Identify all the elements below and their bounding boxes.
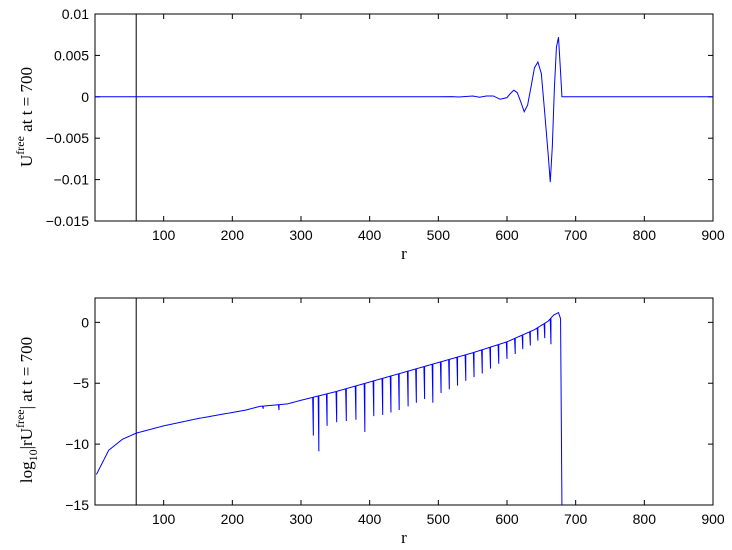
top-x-tick-label: 200 <box>221 227 245 243</box>
top-y-tick-label: 0.005 <box>54 47 89 63</box>
bottom-ylabel-sub: 10 <box>26 449 40 461</box>
top-ylabel-base: U <box>17 155 36 167</box>
top-y-tick-label: −0.005 <box>46 130 89 146</box>
top-x-tick-label: 300 <box>289 227 313 243</box>
bottom-x-tick-label: 200 <box>221 511 245 527</box>
bottom-y-axis-label: log10|rUfree| at t = 700 <box>13 337 40 483</box>
bottom-y-tick-label: −10 <box>65 436 89 452</box>
bottom-series-line <box>95 311 563 506</box>
top-x-tick-label: 900 <box>701 227 725 243</box>
top-x-tick-label: 500 <box>427 227 451 243</box>
bottom-y-tick-label: 0 <box>81 314 89 330</box>
bottom-x-tick-label: 300 <box>289 511 313 527</box>
top-plot-frame <box>94 13 714 222</box>
bottom-x-tick-label: 700 <box>564 511 588 527</box>
top-x-tick-label: 600 <box>495 227 519 243</box>
top-ylabel-rest: at t = 700 <box>17 67 36 136</box>
bottom-ylabel-pre: log <box>17 461 36 483</box>
bottom-plot-frame <box>94 297 714 506</box>
bottom-x-tick-label: 900 <box>701 511 725 527</box>
top-y-axis-label: Ufree at t = 700 <box>13 67 36 167</box>
top-y-tick-label: −0.015 <box>46 213 89 229</box>
bottom-x-axis-label: r <box>401 528 407 547</box>
top-subplot: −0.015 −0.01 −0.005 0 0.005 0.01 100 200 300 400… <box>13 6 725 263</box>
bottom-y-ticks: −15 −10 −5 0 <box>65 314 713 513</box>
bottom-x-tick-label: 500 <box>427 511 451 527</box>
bottom-ylabel-rest: | at t = 700 <box>17 337 36 409</box>
top-x-axis-label: r <box>401 244 407 263</box>
bottom-x-tick-label: 600 <box>495 511 519 527</box>
bottom-ylabel-sup: free <box>13 409 27 428</box>
bottom-y-tick-label: −15 <box>65 497 89 513</box>
top-y-tick-label: 0 <box>81 89 89 105</box>
bottom-y-tick-label: −5 <box>73 375 89 391</box>
top-x-tick-label: 100 <box>152 227 176 243</box>
top-series-line <box>95 37 713 183</box>
top-y-tick-label: 0.01 <box>62 6 89 22</box>
top-x-tick-label: 700 <box>564 227 588 243</box>
bottom-x-tick-label: 400 <box>358 511 382 527</box>
top-y-tick-label: −0.01 <box>54 172 90 188</box>
top-x-tick-label: 800 <box>633 227 657 243</box>
top-x-tick-label: 400 <box>358 227 382 243</box>
bottom-x-ticks: 100 200 300 400 500 600 700 800 900 <box>152 298 725 527</box>
bottom-x-tick-label: 100 <box>152 511 176 527</box>
top-x-ticks: 100 200 300 400 500 600 700 800 900 <box>152 14 725 243</box>
bottom-ylabel-mid: |rU <box>17 428 36 449</box>
bottom-x-tick-label: 800 <box>633 511 657 527</box>
bottom-subplot: −15−10−50 100 200 300 400 500 600 700 800 900 r … <box>13 297 725 547</box>
top-ylabel-sup: free <box>13 136 27 155</box>
